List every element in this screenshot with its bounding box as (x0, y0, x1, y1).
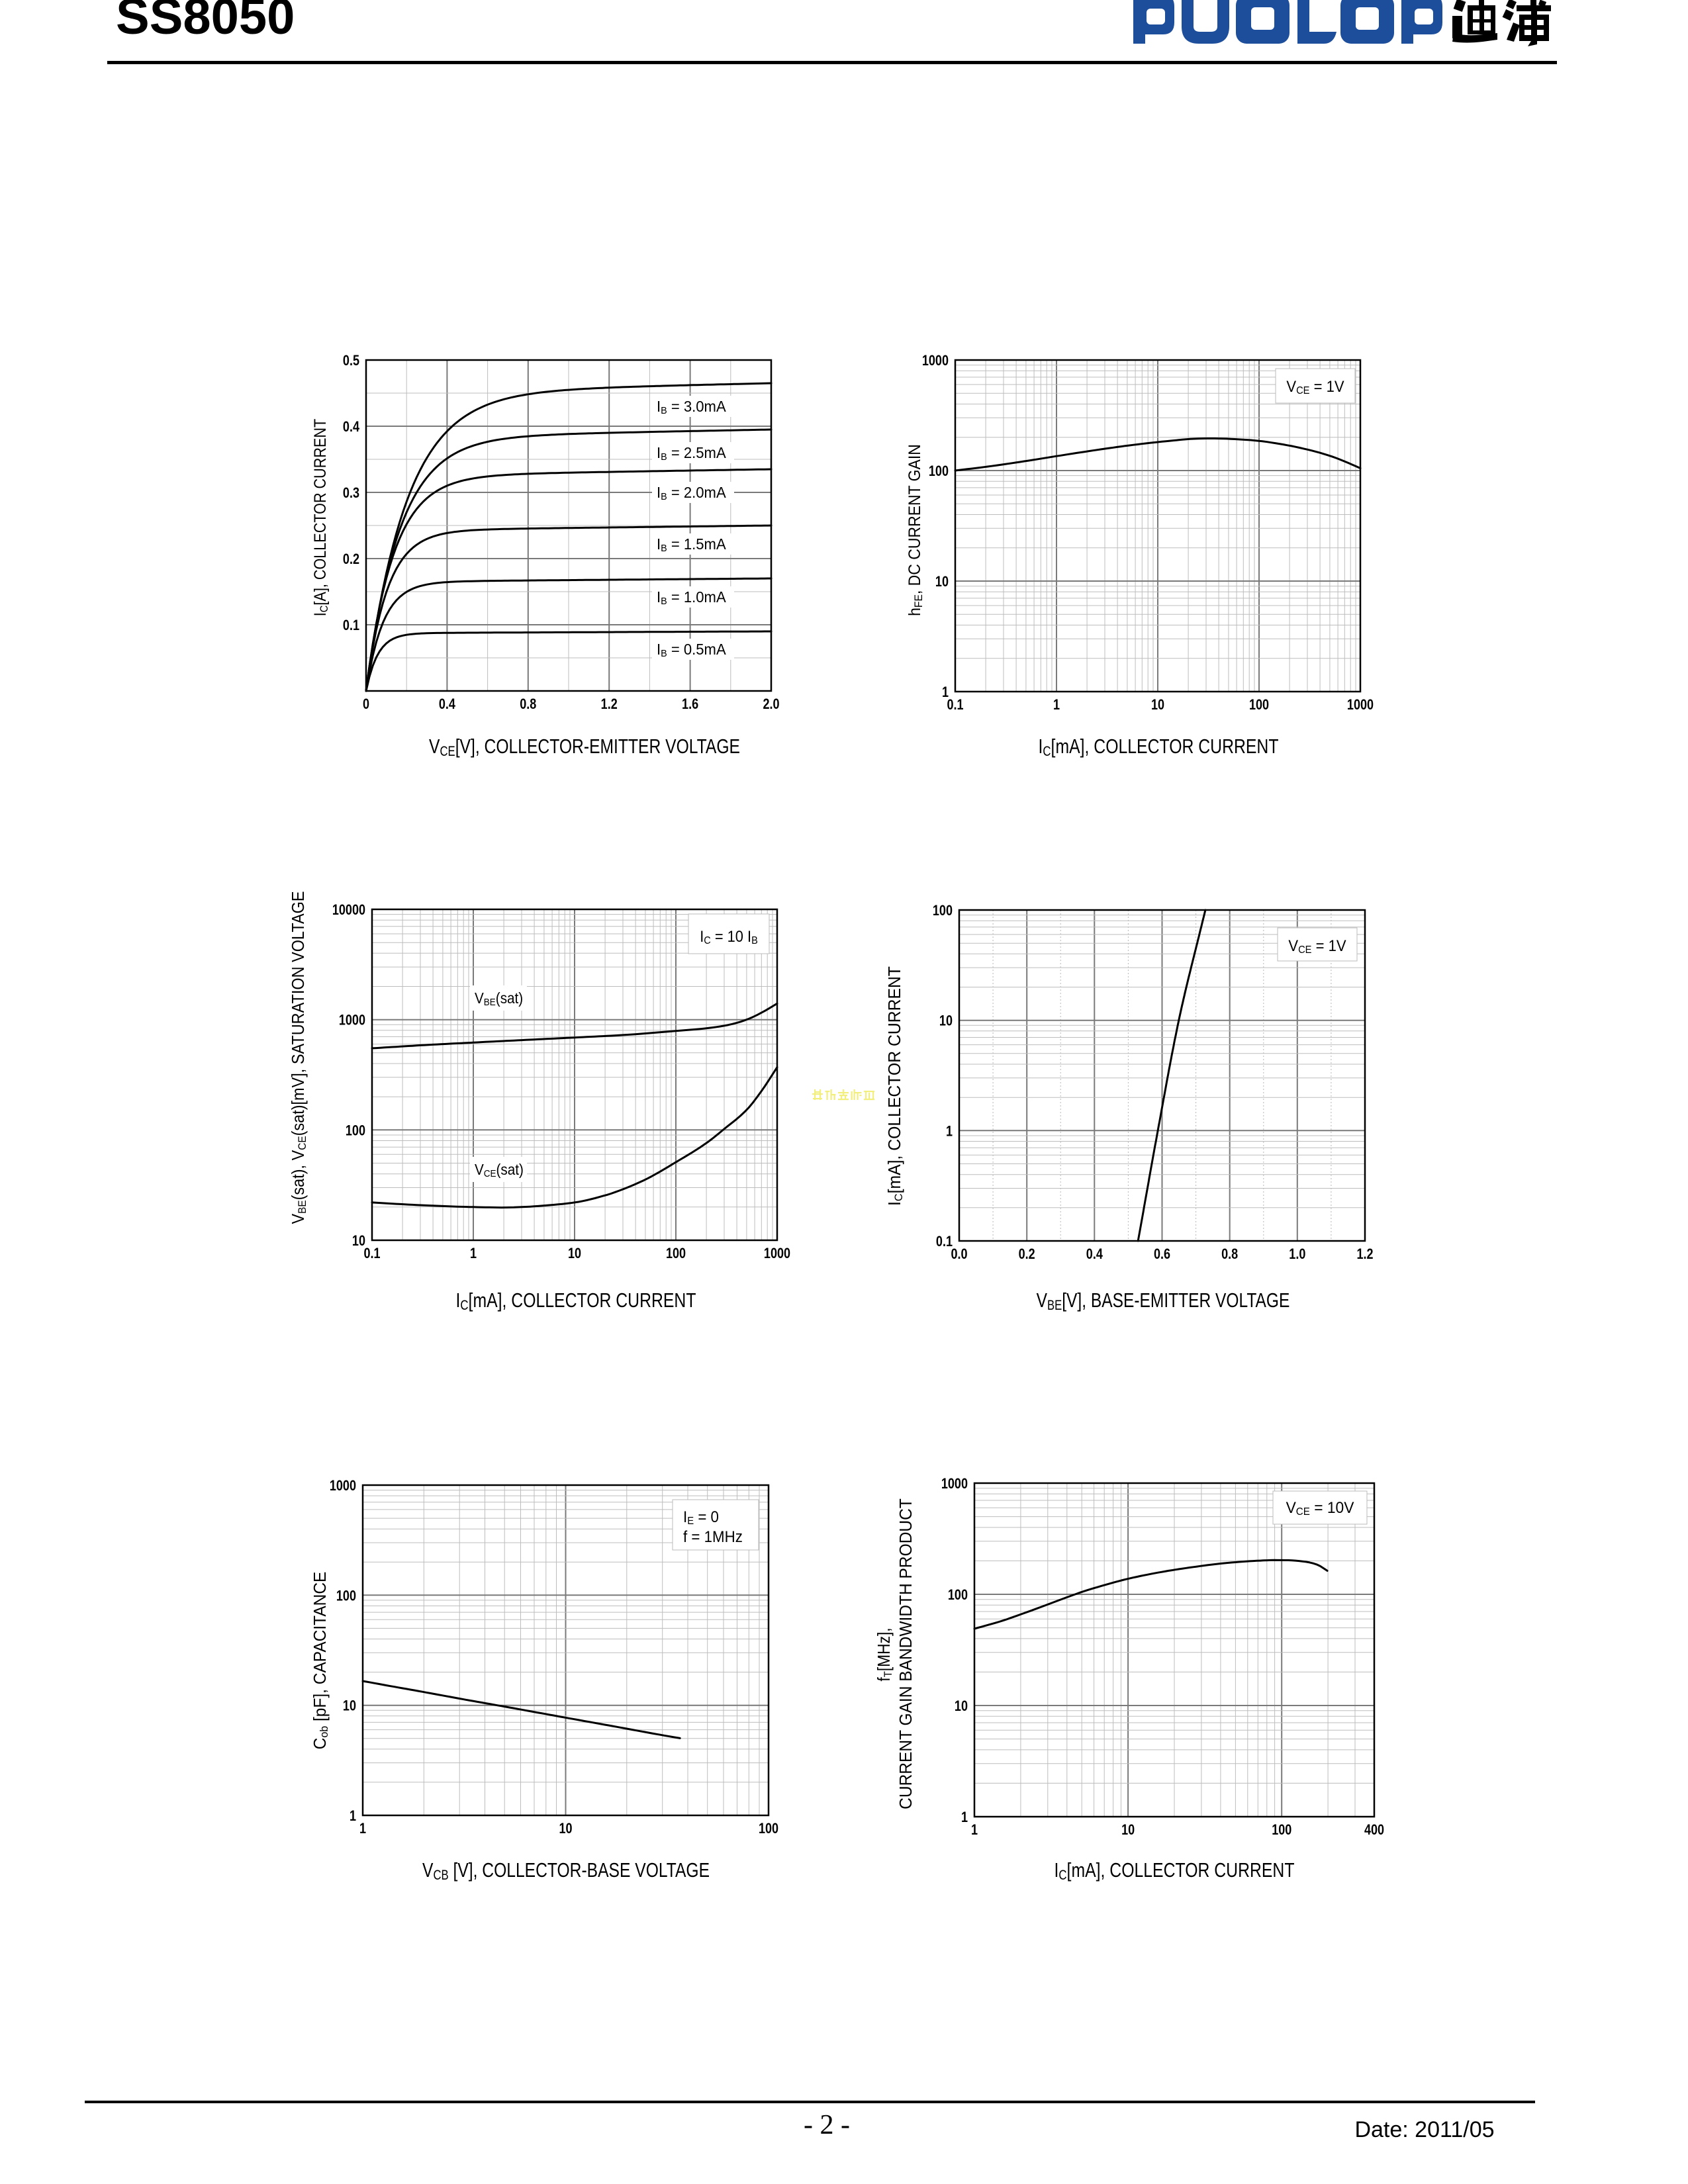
svg-text:1000: 1000 (1347, 697, 1374, 713)
svg-text:10: 10 (1151, 697, 1164, 713)
svg-text:0.3: 0.3 (343, 485, 359, 501)
svg-text:1.0: 1.0 (1289, 1246, 1305, 1262)
svg-text:1: 1 (971, 1822, 978, 1838)
svg-text:IB​ = 2.5mA: IB​ = 2.5mA (657, 445, 726, 463)
svg-text:1: 1 (350, 1808, 356, 1824)
svg-text:VCE​ = 10V: VCE​ = 10V (1286, 1498, 1354, 1518)
svg-text:IB​ = 2.0mA: IB​ = 2.0mA (657, 484, 726, 502)
svg-text:10000: 10000 (332, 902, 365, 918)
svg-text:IC​[mA], COLLECTOR CURRENT: IC​[mA], COLLECTOR CURRENT (1055, 1858, 1295, 1883)
svg-text:100: 100 (1249, 697, 1269, 713)
svg-text:10: 10 (955, 1698, 968, 1714)
svg-text:VCE​[V], COLLECTOR-EMITTER VOL: VCE​[V], COLLECTOR-EMITTER VOLTAGE (429, 735, 740, 759)
svg-text:1: 1 (961, 1809, 968, 1825)
svg-text:100: 100 (1272, 1822, 1291, 1838)
svg-text:1000: 1000 (330, 1478, 356, 1494)
svg-text:1.2: 1.2 (601, 696, 618, 712)
svg-text:0.2: 0.2 (1019, 1246, 1035, 1262)
svg-text:IC​[mA], COLLECTOR CURRENT: IC​[mA], COLLECTOR CURRENT (456, 1289, 696, 1313)
svg-text:400: 400 (1364, 1822, 1384, 1838)
svg-text:0.6: 0.6 (1154, 1246, 1170, 1262)
svg-text:1000: 1000 (764, 1246, 790, 1261)
svg-text:IE​ = 0: IE​ = 0 (683, 1508, 719, 1527)
svg-text:hFE​, DC CURRENT GAIN: hFE​, DC CURRENT GAIN (906, 444, 925, 616)
svg-text:100: 100 (929, 463, 949, 479)
svg-text:100: 100 (759, 1821, 778, 1837)
svg-text:0.8: 0.8 (520, 696, 536, 712)
svg-text:IC​[mA], COLLECTOR CURRENT: IC​[mA], COLLECTOR CURRENT (885, 966, 905, 1206)
svg-text:100: 100 (933, 903, 953, 919)
svg-text:0.4: 0.4 (1086, 1246, 1103, 1262)
svg-text:0.2: 0.2 (343, 551, 359, 567)
svg-text:100: 100 (336, 1588, 356, 1604)
svg-text:f = 1MHz: f = 1MHz (683, 1527, 743, 1545)
svg-text:VBE​(sat): VBE​(sat) (475, 989, 523, 1008)
svg-text:VCE​(sat): VCE​(sat) (475, 1161, 524, 1179)
svg-text:1000: 1000 (922, 353, 949, 369)
svg-text:100: 100 (666, 1246, 686, 1261)
svg-text:IC​[mA], COLLECTOR CURRENT: IC​[mA], COLLECTOR CURRENT (1039, 735, 1279, 759)
svg-text:1: 1 (942, 684, 949, 700)
svg-text:0.1: 0.1 (936, 1234, 953, 1250)
svg-text:VBE​[V], BASE-EMITTER VOLTAGE: VBE​[V], BASE-EMITTER VOLTAGE (1037, 1289, 1290, 1313)
svg-text:0.5: 0.5 (343, 353, 359, 369)
svg-text:10: 10 (559, 1821, 572, 1837)
svg-text:10: 10 (343, 1698, 356, 1714)
svg-text:0.1: 0.1 (363, 1246, 380, 1261)
svg-text:10: 10 (568, 1246, 581, 1261)
svg-text:0.4: 0.4 (439, 696, 456, 712)
svg-text:1000: 1000 (339, 1013, 365, 1028)
svg-text:fT​[MHz],: fT​[MHz], (875, 1627, 895, 1681)
svg-text:SS8050: SS8050 (116, 0, 295, 45)
svg-text:1000: 1000 (941, 1476, 968, 1492)
svg-text:VBE​(sat), VCE​(sat)[mV], SATU: VBE​(sat), VCE​(sat)[mV], SATURATION VOL… (289, 891, 308, 1224)
svg-text:IB​ = 0.5mA: IB​ = 0.5mA (657, 641, 726, 659)
svg-text:1.2: 1.2 (1356, 1246, 1373, 1262)
svg-text:1: 1 (1053, 697, 1060, 713)
svg-text:IB​ = 1.0mA: IB​ = 1.0mA (657, 589, 726, 607)
svg-text:1: 1 (470, 1246, 477, 1261)
svg-text:- 2 -: - 2 - (804, 2110, 850, 2140)
svg-text:VCE​ = 1V: VCE​ = 1V (1286, 377, 1344, 396)
svg-text:100: 100 (346, 1123, 365, 1139)
svg-text:10: 10 (352, 1233, 365, 1249)
svg-text:Date: 2011/05: Date: 2011/05 (1354, 2117, 1494, 2142)
svg-text:VCE​ = 1V: VCE​ = 1V (1288, 936, 1346, 956)
svg-text:0.1: 0.1 (947, 697, 963, 713)
svg-text:IC​ = 10 IB​: IC​ = 10 IB​ (700, 927, 758, 946)
svg-text:1.6: 1.6 (682, 696, 698, 712)
svg-text:0.4: 0.4 (343, 419, 360, 435)
svg-text:CURRENT GAIN BANDWIDTH PRODUCT: CURRENT GAIN BANDWIDTH PRODUCT (896, 1498, 915, 1809)
svg-text:VCB​ [V], COLLECTOR-BASE VOLTA: VCB​ [V], COLLECTOR-BASE VOLTAGE (422, 1858, 710, 1883)
svg-text:1: 1 (359, 1821, 366, 1837)
svg-text:10: 10 (1121, 1822, 1135, 1838)
svg-text:100: 100 (948, 1587, 968, 1603)
svg-text:0.0: 0.0 (951, 1246, 967, 1262)
svg-text:10: 10 (935, 574, 949, 590)
svg-text:IB​ = 3.0mA: IB​ = 3.0mA (657, 398, 726, 416)
svg-text:0.8: 0.8 (1221, 1246, 1238, 1262)
svg-text:0: 0 (363, 696, 369, 712)
svg-text:0.1: 0.1 (343, 617, 359, 633)
svg-text:10: 10 (939, 1013, 953, 1029)
svg-text:1: 1 (946, 1124, 953, 1140)
svg-text:IC​[A], COLLECTOR CURRENT: IC​[A], COLLECTOR CURRENT (311, 419, 331, 616)
svg-text:Cob​ [pF], CAPACITANCE: Cob​ [pF], CAPACITANCE (310, 1572, 330, 1750)
svg-text:IB​ = 1.5mA: IB​ = 1.5mA (657, 536, 726, 554)
svg-text:2.0: 2.0 (763, 696, 779, 712)
